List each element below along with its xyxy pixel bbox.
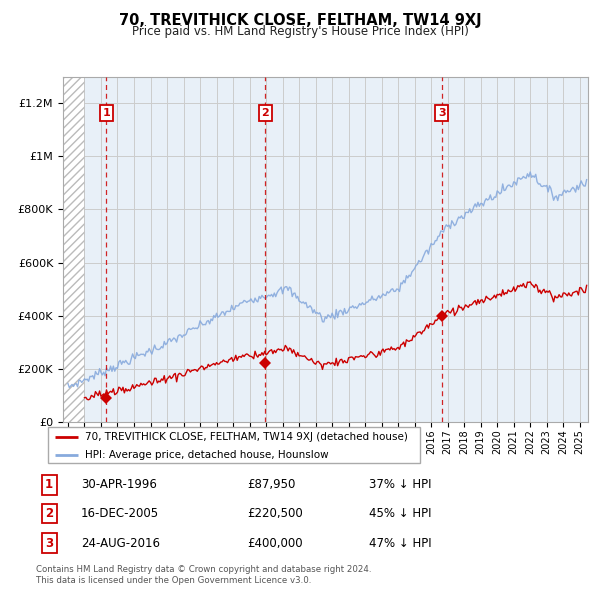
Text: 3: 3 <box>45 537 53 550</box>
Bar <box>63 77 85 422</box>
Text: 37% ↓ HPI: 37% ↓ HPI <box>368 478 431 491</box>
Text: Contains HM Land Registry data © Crown copyright and database right 2024.
This d: Contains HM Land Registry data © Crown c… <box>36 565 371 585</box>
Text: 30-APR-1996: 30-APR-1996 <box>81 478 157 491</box>
Text: 70, TREVITHICK CLOSE, FELTHAM, TW14 9XJ (detached house): 70, TREVITHICK CLOSE, FELTHAM, TW14 9XJ … <box>85 432 408 442</box>
Text: Price paid vs. HM Land Registry's House Price Index (HPI): Price paid vs. HM Land Registry's House … <box>131 25 469 38</box>
Text: 2: 2 <box>45 507 53 520</box>
Text: 45% ↓ HPI: 45% ↓ HPI <box>368 507 431 520</box>
Text: 1: 1 <box>45 478 53 491</box>
Text: £400,000: £400,000 <box>247 537 303 550</box>
Text: 47% ↓ HPI: 47% ↓ HPI <box>368 537 431 550</box>
Text: 24-AUG-2016: 24-AUG-2016 <box>81 537 160 550</box>
Text: 3: 3 <box>438 108 446 118</box>
Text: 1: 1 <box>103 108 110 118</box>
Text: £87,950: £87,950 <box>247 478 296 491</box>
Text: £220,500: £220,500 <box>247 507 303 520</box>
Text: 16-DEC-2005: 16-DEC-2005 <box>81 507 159 520</box>
Text: 2: 2 <box>262 108 269 118</box>
Text: 70, TREVITHICK CLOSE, FELTHAM, TW14 9XJ: 70, TREVITHICK CLOSE, FELTHAM, TW14 9XJ <box>119 13 481 28</box>
Text: HPI: Average price, detached house, Hounslow: HPI: Average price, detached house, Houn… <box>85 450 329 460</box>
